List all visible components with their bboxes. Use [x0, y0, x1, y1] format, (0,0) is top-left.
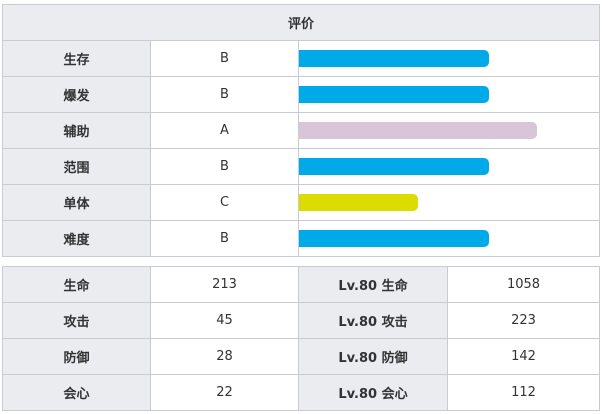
- rating-bar-cell: [297, 76, 601, 113]
- stats-row: 生命 213 Lv.80 生命 1058: [2, 266, 600, 303]
- stat-lv80-label: Lv.80 防御: [298, 338, 448, 375]
- stats-table: 生命 213 Lv.80 生命 1058 攻击 45 Lv.80 攻击 223 …: [2, 266, 600, 411]
- stat-value: 45: [150, 302, 299, 339]
- rating-grade: C: [150, 184, 299, 221]
- stat-label: 攻击: [2, 302, 151, 339]
- rating-bar: [299, 230, 489, 247]
- rating-row: 生存 B: [2, 40, 601, 77]
- stats-row: 防御 28 Lv.80 防御 142: [2, 338, 600, 375]
- rating-bar-cell: [297, 112, 601, 149]
- rating-grade: B: [150, 148, 299, 185]
- rating-row: 爆发 B: [2, 76, 601, 113]
- stat-label: 会心: [2, 374, 151, 411]
- rating-row: 辅助 A: [2, 112, 601, 149]
- stats-row: 会心 22 Lv.80 会心 112: [2, 374, 600, 411]
- rating-bar-cell: [297, 148, 601, 185]
- rating-grade: B: [150, 76, 299, 113]
- stat-value: 22: [150, 374, 299, 411]
- stats-row: 攻击 45 Lv.80 攻击 223: [2, 302, 600, 339]
- stat-label: 生命: [2, 266, 151, 303]
- rating-grade: B: [150, 40, 299, 77]
- rating-bar: [299, 122, 537, 139]
- rating-title: 评价: [1, 4, 601, 41]
- rating-bar-cell: [297, 220, 601, 257]
- rating-row: 难度 B: [2, 220, 601, 257]
- rating-bar: [299, 50, 489, 67]
- stat-value: 213: [150, 266, 299, 303]
- rating-label: 难度: [2, 220, 151, 257]
- rating-bar: [299, 158, 489, 175]
- stat-lv80-value: 223: [447, 302, 600, 339]
- stat-lv80-value: 112: [447, 374, 600, 411]
- stat-lv80-label: Lv.80 生命: [298, 266, 448, 303]
- stat-lv80-value: 1058: [447, 266, 600, 303]
- rating-label: 单体: [2, 184, 151, 221]
- rating-label: 爆发: [2, 76, 151, 113]
- rating-bar: [299, 194, 418, 211]
- stat-lv80-label: Lv.80 攻击: [298, 302, 448, 339]
- rating-grade: B: [150, 220, 299, 257]
- rating-row: 单体 C: [2, 184, 601, 221]
- rating-bar-cell: [297, 184, 601, 221]
- rating-label: 生存: [2, 40, 151, 77]
- rating-label: 范围: [2, 148, 151, 185]
- rating-grade: A: [150, 112, 299, 149]
- stat-value: 28: [150, 338, 299, 375]
- stat-lv80-label: Lv.80 会心: [298, 374, 448, 411]
- rating-row: 范围 B: [2, 148, 601, 185]
- rating-table: 评价 生存 B 爆发 B 辅助 A 范围 B 单体 C 难度 B: [1, 4, 601, 257]
- rating-bar: [299, 86, 489, 103]
- rating-label: 辅助: [2, 112, 151, 149]
- rating-bar-cell: [297, 40, 601, 77]
- stat-label: 防御: [2, 338, 151, 375]
- stat-lv80-value: 142: [447, 338, 600, 375]
